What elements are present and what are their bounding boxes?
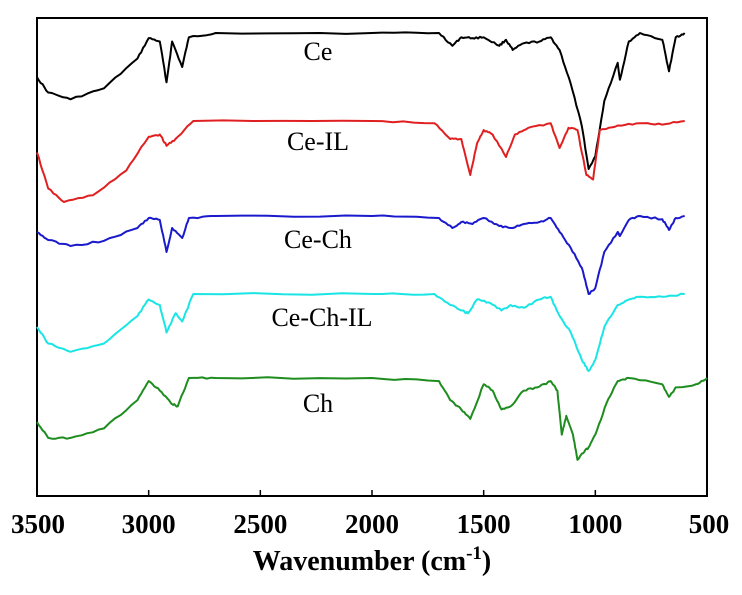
series-line-ce-ch-il (36, 292, 685, 372)
x-tick-label: 1500 (457, 509, 511, 539)
series-label-ce-ch: Ce-Ch (284, 225, 352, 254)
x-axis-title-main: Wavenumber (cm (253, 546, 466, 577)
plot-frame (36, 17, 708, 497)
x-ticks: 3500 3000 2500 2000 1500 1000 500 (11, 490, 729, 539)
x-tick-label: 3000 (122, 509, 176, 539)
series-label-ce: Ce (304, 37, 333, 66)
series-line-ch (36, 376, 708, 461)
x-tick-label: 3500 (11, 509, 65, 539)
x-axis-title-close: ) (482, 546, 491, 577)
series-label-ce-ch-il: Ce-Ch-IL (271, 303, 372, 332)
x-axis-title: Wavenumber (cm-1) (253, 543, 492, 577)
x-tick-label: 500 (689, 509, 730, 539)
x-tick-label: 2000 (345, 509, 399, 539)
series-labels: Ce Ce-IL Ce-Ch Ce-Ch-IL Ch (271, 37, 372, 418)
series-line-ce-il (36, 119, 685, 203)
series-label-ce-il: Ce-IL (287, 127, 349, 156)
series-label-ch: Ch (303, 389, 333, 418)
series-line-ce-ch (36, 214, 685, 295)
x-tick-label: 1000 (568, 509, 622, 539)
series-lines (36, 31, 708, 461)
series-line-ce (36, 31, 686, 170)
x-tick-label: 2500 (233, 509, 287, 539)
x-axis-title-superscript: -1 (466, 543, 482, 564)
